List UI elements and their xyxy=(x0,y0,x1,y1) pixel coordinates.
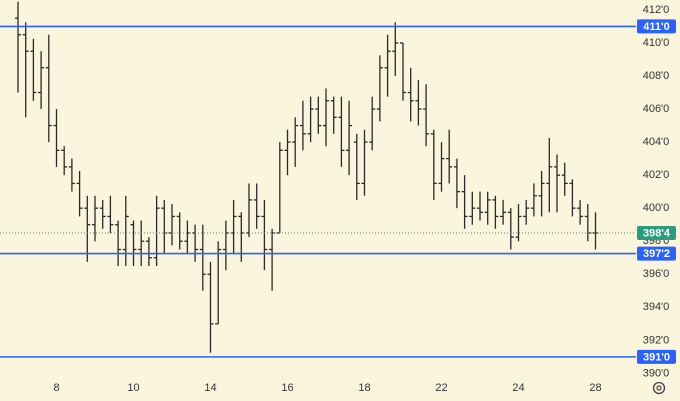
ohlc-bar xyxy=(253,183,260,229)
ohlc-bar xyxy=(484,191,491,225)
ohlc-bar xyxy=(453,158,460,209)
ohlc-bar xyxy=(30,38,37,101)
x-tick-label: 22 xyxy=(435,382,447,394)
level-label: 397'2 xyxy=(643,248,670,260)
last-price-box xyxy=(637,225,676,240)
ohlc-bar xyxy=(446,129,453,184)
ohlc-bar xyxy=(523,199,530,225)
ohlc-bar xyxy=(346,100,353,176)
ohlc-bar xyxy=(92,195,98,242)
level-box xyxy=(637,19,676,34)
x-tick-label: 16 xyxy=(281,382,293,394)
ohlc-bar xyxy=(53,109,60,167)
y-tick-label: 408'0 xyxy=(643,70,670,82)
ohlc-bar xyxy=(107,195,114,233)
ohlc-bar xyxy=(415,80,422,126)
last-price-label: 398'4 xyxy=(643,227,671,239)
level-label: 411'0 xyxy=(643,21,669,33)
ohlc-bar xyxy=(577,199,584,225)
ohlc-bar xyxy=(38,51,45,110)
x-tick-label: 14 xyxy=(204,382,216,394)
y-tick-label: 396'0 xyxy=(643,268,670,280)
y-tick-label: 400'0 xyxy=(643,202,670,214)
ohlc-bar xyxy=(554,154,560,213)
ohlc-bar xyxy=(261,199,268,271)
ohlc-bar xyxy=(546,137,553,213)
ohlc-bar xyxy=(469,191,476,225)
ohlc-bar xyxy=(392,22,399,76)
ohlc-bar xyxy=(207,261,214,353)
ohlc-bar xyxy=(315,96,322,134)
ohlc-bar xyxy=(76,171,83,217)
settings-icon[interactable] xyxy=(652,381,666,395)
ohlc-bar xyxy=(423,84,430,147)
gear-hub[interactable] xyxy=(656,385,662,391)
ohlc-bar xyxy=(45,34,52,143)
ohlc-bar xyxy=(99,199,106,229)
y-tick-label: 394'0 xyxy=(643,301,670,313)
ohlc-bar xyxy=(361,129,368,196)
ohlc-bar xyxy=(215,241,222,325)
x-tick-label: 24 xyxy=(512,382,524,394)
ohlc-bar xyxy=(438,142,445,192)
ohlc-bar xyxy=(507,208,514,250)
ohlc-bar xyxy=(292,117,299,167)
ohlc-bar xyxy=(61,146,68,176)
ohlc-bar xyxy=(84,195,91,262)
ohlc-bar xyxy=(330,96,337,134)
ohlc-bar xyxy=(299,100,306,151)
y-tick-label: 412'0 xyxy=(643,4,670,16)
level-box xyxy=(637,246,676,261)
ohlc-bar xyxy=(130,220,137,266)
x-tick-label: 28 xyxy=(589,382,601,394)
ohlc-bar xyxy=(492,195,499,229)
ohlc-bar xyxy=(515,204,522,242)
ohlc-bar xyxy=(307,96,314,143)
ohlc-bar xyxy=(145,237,152,266)
y-tick-label: 392'0 xyxy=(643,334,670,346)
ohlc-bar xyxy=(199,224,206,291)
ohlc-bar xyxy=(461,175,468,229)
ohlc-bar xyxy=(115,220,122,266)
level-label: 391'0 xyxy=(643,351,670,363)
ohlc-bar xyxy=(138,220,145,266)
ohlc-bar xyxy=(561,162,568,196)
ohlc-bar xyxy=(323,88,329,147)
ohlc-bar xyxy=(22,22,29,118)
y-tick-label: 390'0 xyxy=(643,367,670,379)
ohlc-bar xyxy=(384,34,391,97)
y-tick-label: 406'0 xyxy=(643,103,670,115)
ohlc-bar xyxy=(407,67,414,122)
ohlc-bar xyxy=(176,212,183,250)
ohlc-bar xyxy=(353,133,360,200)
ohlc-bar xyxy=(68,158,75,192)
ohlc-bar xyxy=(284,129,291,176)
ohlc-bar xyxy=(569,179,576,217)
y-tick-label: 402'0 xyxy=(643,169,670,181)
ohlc-bar xyxy=(477,191,483,221)
ohlc-bar xyxy=(530,183,537,217)
ohlc-bar xyxy=(430,129,437,200)
y-tick-label: 404'0 xyxy=(643,136,670,148)
x-tick-label: 10 xyxy=(127,382,139,394)
x-tick-label: 18 xyxy=(358,382,370,394)
ohlc-bar xyxy=(400,42,406,101)
ohlc-bar xyxy=(500,199,507,225)
ohlc-bar xyxy=(538,171,545,217)
x-tick-label: 8 xyxy=(53,382,59,394)
ohlc-bar xyxy=(369,96,376,151)
y-tick-label: 410'0 xyxy=(643,37,670,49)
gear[interactable] xyxy=(652,381,666,395)
ohlc-bar xyxy=(15,1,21,93)
ohlc-bar xyxy=(376,55,383,122)
level-box xyxy=(637,349,676,364)
ohlc-bar xyxy=(338,96,345,167)
